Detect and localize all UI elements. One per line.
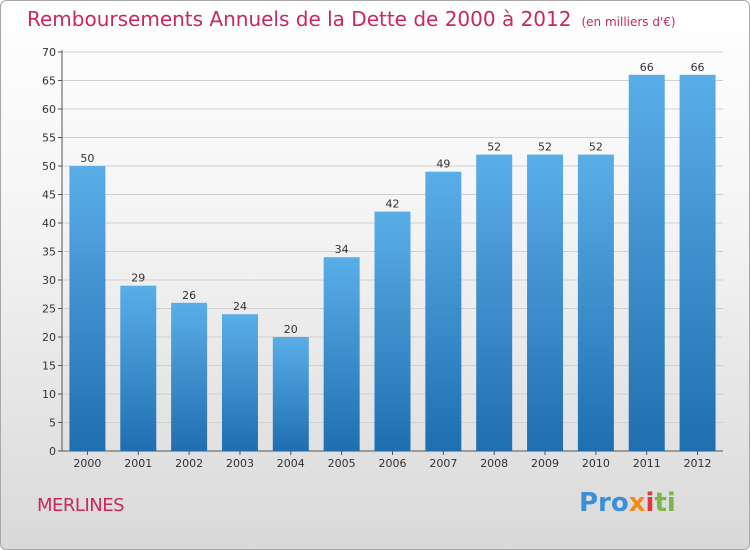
y-tick-label: 25 <box>42 303 56 316</box>
x-axis-ticks: 2000 2001 2002 2003 2004 2005 2006 2007 2008 2009… <box>73 451 712 470</box>
bar-2008 <box>476 154 513 451</box>
data-label-2008: 52 <box>487 141 501 154</box>
bar-2011 <box>628 74 665 452</box>
data-label-2002: 26 <box>182 289 196 302</box>
x-tick-label-2009: 2009 <box>531 457 559 470</box>
x-tick-label-2005: 2005 <box>328 457 356 470</box>
bar-2007 <box>425 171 462 451</box>
x-tick-label-2004: 2004 <box>277 457 305 470</box>
data-labels: 50 29 26 24 20 34 42 49 52 52 52 66 66 <box>80 61 704 336</box>
x-tick-label-2001: 2001 <box>124 457 152 470</box>
y-tick-label: 30 <box>42 274 56 287</box>
data-label-2006: 42 <box>386 198 400 211</box>
bar-2003 <box>221 314 258 451</box>
data-label-2012: 66 <box>691 61 705 74</box>
data-label-2007: 49 <box>436 158 450 171</box>
y-tick-label: 65 <box>42 75 56 88</box>
bar-2002 <box>171 302 208 451</box>
bar-2012 <box>679 74 716 452</box>
bar-2009 <box>527 154 564 451</box>
x-tick-label-2008: 2008 <box>480 457 508 470</box>
x-tick-label-2000: 2000 <box>73 457 101 470</box>
y-tick-label: 55 <box>42 132 56 145</box>
x-tick-label-2007: 2007 <box>429 457 457 470</box>
y-tick-label: 50 <box>42 160 56 173</box>
chart-unit: (en milliers d'€) <box>581 15 676 29</box>
data-label-2004: 20 <box>284 323 298 336</box>
bar-2005 <box>323 257 360 451</box>
y-axis-ticks: 0 5 10 15 20 25 30 35 40 45 50 55 60 65 70 <box>42 46 62 458</box>
x-tick-label-2010: 2010 <box>582 457 610 470</box>
data-label-2011: 66 <box>640 61 654 74</box>
data-label-2001: 29 <box>131 272 145 285</box>
proxiti-logo[interactable]: Proxiti <box>579 488 676 518</box>
data-label-2003: 24 <box>233 300 247 313</box>
bar-2006 <box>374 211 411 451</box>
logo-part-2: x <box>628 488 646 518</box>
bar-2001 <box>120 285 157 451</box>
x-tick-label-2012: 2012 <box>684 457 712 470</box>
y-tick-label: 10 <box>42 388 56 401</box>
x-tick-label-2006: 2006 <box>379 457 407 470</box>
y-tick-label: 45 <box>42 189 56 202</box>
logo-part-1: Pro <box>579 488 629 518</box>
chart-title: Remboursements Annuels de la Dette de 20… <box>27 7 676 31</box>
bar-2010 <box>577 154 614 451</box>
data-label-2010: 52 <box>589 141 603 154</box>
y-tick-label: 35 <box>42 246 56 259</box>
y-tick-label: 5 <box>49 417 56 430</box>
y-tick-label: 15 <box>42 360 56 373</box>
x-tick-label-2011: 2011 <box>633 457 661 470</box>
bar-2000 <box>69 166 106 451</box>
x-tick-label-2003: 2003 <box>226 457 254 470</box>
bar-2004 <box>272 337 309 451</box>
x-tick-label-2002: 2002 <box>175 457 203 470</box>
location-name: MERLINES <box>37 495 125 516</box>
data-label-2000: 50 <box>80 152 94 165</box>
y-tick-label: 0 <box>49 445 56 458</box>
data-label-2009: 52 <box>538 141 552 154</box>
logo-part-4: ti <box>654 488 676 518</box>
y-tick-label: 20 <box>42 331 56 344</box>
logo-part-3: i <box>645 488 655 518</box>
chart-title-text: Remboursements Annuels de la Dette de 20… <box>27 7 572 31</box>
y-tick-label: 70 <box>42 46 56 59</box>
data-label-2005: 34 <box>335 243 349 256</box>
bars <box>69 74 716 452</box>
y-tick-label: 60 <box>42 103 56 116</box>
y-tick-label: 40 <box>42 217 56 230</box>
